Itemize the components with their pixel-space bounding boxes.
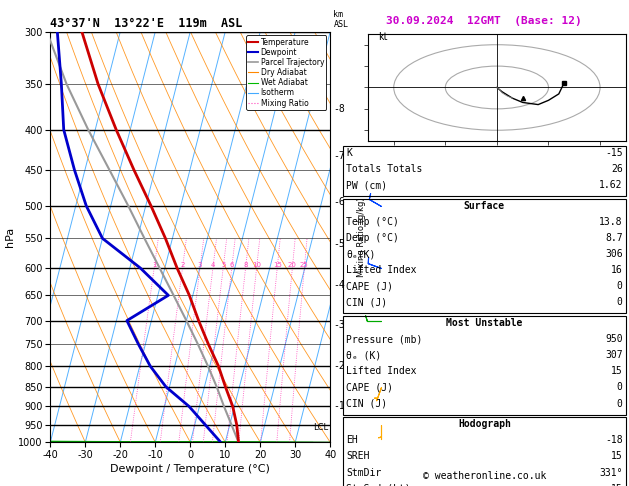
Text: 0: 0 [617, 382, 623, 393]
Text: StmDir: StmDir [346, 468, 381, 478]
Text: 1.62: 1.62 [599, 180, 623, 191]
X-axis label: Dewpoint / Temperature (°C): Dewpoint / Temperature (°C) [110, 464, 270, 474]
Text: kt: kt [378, 33, 388, 42]
Text: 0: 0 [617, 297, 623, 308]
Text: 26: 26 [611, 164, 623, 174]
Text: 3: 3 [198, 262, 203, 268]
Text: © weatheronline.co.uk: © weatheronline.co.uk [423, 471, 546, 481]
Text: EH: EH [346, 435, 358, 446]
Text: StmSpd (kt): StmSpd (kt) [346, 484, 411, 486]
Text: CAPE (J): CAPE (J) [346, 382, 393, 393]
Text: -4: -4 [333, 279, 345, 290]
Text: -7: -7 [333, 151, 345, 161]
Text: Surface: Surface [464, 201, 505, 211]
Text: CAPE (J): CAPE (J) [346, 281, 393, 292]
Text: -18: -18 [605, 435, 623, 446]
Text: Totals Totals: Totals Totals [346, 164, 422, 174]
Text: 5: 5 [221, 262, 225, 268]
Text: θₑ (K): θₑ (K) [346, 350, 381, 361]
Text: -6: -6 [333, 197, 345, 208]
Text: 13.8: 13.8 [599, 217, 623, 227]
Text: 331°: 331° [599, 468, 623, 478]
Text: -1: -1 [333, 401, 345, 411]
Text: Hodograph: Hodograph [458, 419, 511, 430]
Text: 16: 16 [611, 265, 623, 276]
Text: θₑ(K): θₑ(K) [346, 249, 376, 260]
Text: Temp (°C): Temp (°C) [346, 217, 399, 227]
Text: 6: 6 [230, 262, 234, 268]
Text: 30.09.2024  12GMT  (Base: 12): 30.09.2024 12GMT (Base: 12) [386, 16, 582, 26]
Text: CIN (J): CIN (J) [346, 297, 387, 308]
Text: 15: 15 [611, 484, 623, 486]
Text: km
ASL: km ASL [333, 10, 348, 29]
Text: 20: 20 [288, 262, 297, 268]
Text: Most Unstable: Most Unstable [446, 318, 523, 329]
Text: -15: -15 [605, 148, 623, 158]
Text: 8: 8 [243, 262, 248, 268]
Text: 8.7: 8.7 [605, 233, 623, 243]
Text: -3: -3 [333, 320, 345, 330]
Text: CIN (J): CIN (J) [346, 399, 387, 409]
Text: 43°37'N  13°22'E  119m  ASL: 43°37'N 13°22'E 119m ASL [50, 17, 243, 31]
Text: 15: 15 [611, 451, 623, 462]
Text: Mixing Ratio (g/kg): Mixing Ratio (g/kg) [357, 197, 366, 277]
Text: Dewp (°C): Dewp (°C) [346, 233, 399, 243]
Text: Lifted Index: Lifted Index [346, 366, 416, 377]
Text: SREH: SREH [346, 451, 369, 462]
Text: 15: 15 [611, 366, 623, 377]
Text: -5: -5 [333, 240, 345, 249]
Text: LCL: LCL [313, 423, 328, 432]
Text: 0: 0 [617, 281, 623, 292]
Text: 0: 0 [617, 399, 623, 409]
Text: 15: 15 [273, 262, 282, 268]
Text: 306: 306 [605, 249, 623, 260]
Text: 10: 10 [252, 262, 261, 268]
Text: 307: 307 [605, 350, 623, 361]
Y-axis label: hPa: hPa [6, 227, 15, 247]
Legend: Temperature, Dewpoint, Parcel Trajectory, Dry Adiabat, Wet Adiabat, Isotherm, Mi: Temperature, Dewpoint, Parcel Trajectory… [246, 35, 326, 110]
Text: Pressure (mb): Pressure (mb) [346, 334, 422, 345]
Text: 950: 950 [605, 334, 623, 345]
Text: -8: -8 [333, 104, 345, 114]
Text: -2: -2 [333, 361, 345, 371]
Text: 1: 1 [152, 262, 157, 268]
Text: 25: 25 [300, 262, 309, 268]
Text: K: K [346, 148, 352, 158]
Text: 2: 2 [181, 262, 185, 268]
Text: Lifted Index: Lifted Index [346, 265, 416, 276]
Text: PW (cm): PW (cm) [346, 180, 387, 191]
Text: 4: 4 [211, 262, 215, 268]
